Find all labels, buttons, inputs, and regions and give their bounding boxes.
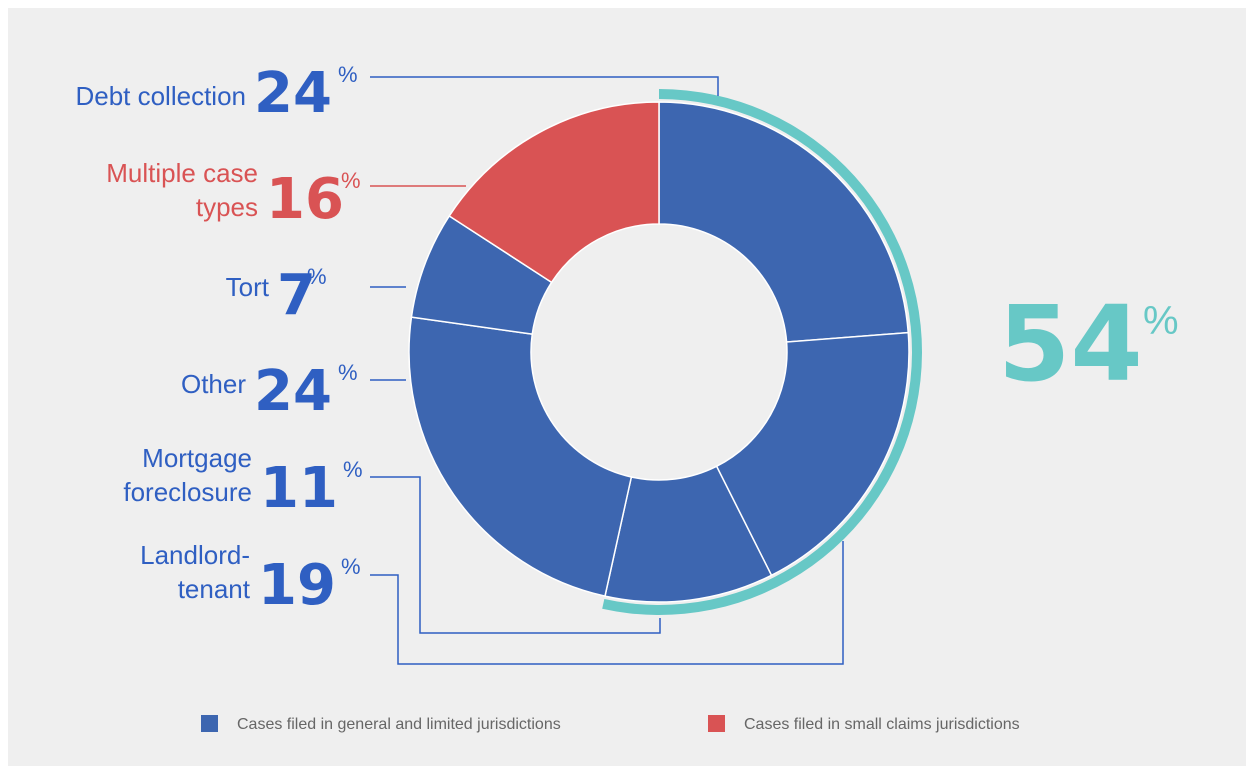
leader-mortgage-foreclosure (370, 476, 661, 634)
label-name-multiple-case-types: Multiple case (106, 158, 258, 188)
label-percent-other: % (338, 360, 358, 385)
highlight-percent: % (1143, 299, 1179, 343)
label-percent-tort: % (307, 264, 327, 289)
leader-landlord-tenant (370, 541, 844, 665)
label-name-tort: Tort (226, 272, 270, 302)
label-value-landlord-tenant: 19 (258, 553, 336, 618)
leader-debt-collection (370, 76, 719, 96)
label-value-tort: 7 (277, 263, 316, 328)
label-percent-multiple-case-types: % (341, 168, 361, 193)
legend-swatch-small-claims (708, 715, 725, 732)
label-name-landlord-tenant: tenant (178, 574, 251, 604)
label-value-other: 24 (254, 359, 332, 424)
label-name-debt-collection: Debt collection (75, 81, 246, 111)
label-percent-debt-collection: % (338, 62, 358, 87)
legend-label-small-claims: Cases filed in small claims jurisdiction… (744, 716, 1020, 733)
label-name-other: Other (181, 369, 246, 399)
legend-label-general: Cases filed in general and limited juris… (237, 716, 561, 733)
slice-debt-collection (658, 101, 910, 343)
slice-other (408, 316, 633, 597)
label-value-multiple-case-types: 16 (266, 167, 344, 232)
label-percent-landlord-tenant: % (341, 554, 361, 579)
label-percent-mortgage-foreclosure: % (343, 457, 363, 482)
chart-card: Debt collection 24% Multiple case types 16% T… (8, 8, 1246, 766)
label-name-multiple-case-types: types (196, 192, 258, 222)
slice-multiple-case-types (448, 101, 660, 284)
label-name-mortgage-foreclosure: Mortgage (142, 443, 252, 473)
label-value-debt-collection: 24 (254, 61, 332, 126)
label-name-landlord-tenant: Landlord- (140, 540, 250, 570)
legend-swatch-general (201, 715, 218, 732)
highlight-value: 54 (998, 283, 1143, 405)
slice-landlord-tenant (715, 331, 910, 577)
label-name-mortgage-foreclosure: foreclosure (123, 477, 252, 507)
donut-chart: Debt collection 24 % Multiple case types 16% T… (75, 61, 1179, 733)
label-value-mortgage-foreclosure: 11 (260, 456, 338, 521)
